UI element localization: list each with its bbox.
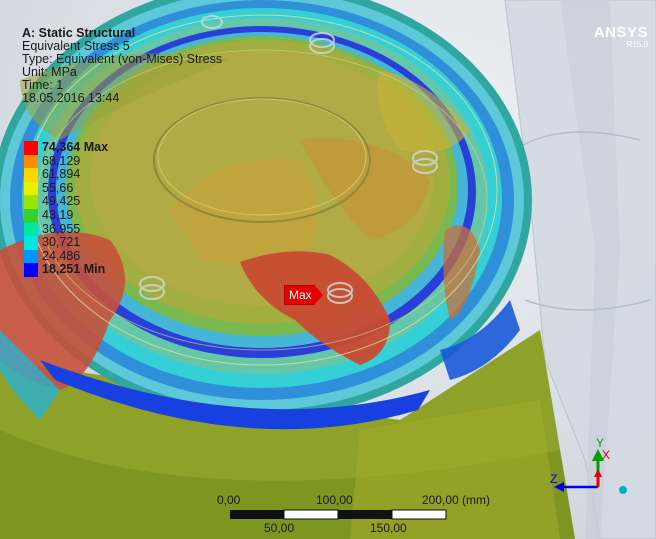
scale-label-50: 50,00 (264, 521, 295, 535)
legend-value: 24,486 (42, 248, 81, 263)
z-axis-label: Z (550, 472, 557, 486)
legend-swatch (24, 168, 38, 182)
scale-label-0: 0,00 (217, 493, 241, 507)
legend-value: 55,66 (42, 180, 74, 195)
origin-sphere (619, 486, 627, 494)
legend-swatch (24, 263, 38, 277)
x-axis-label: X (602, 448, 610, 462)
scale-label-150: 150,00 (370, 521, 407, 535)
stress-contours (0, 53, 480, 390)
y-axis-label: Y (596, 436, 604, 450)
x-axis-arrow (594, 469, 602, 477)
legend-value: 74,364 Max (42, 140, 109, 154)
scale-label-100: 100,00 (316, 493, 353, 507)
result-unit: Unit: MPa (22, 65, 77, 79)
scale-label-200: 200,00 (mm) (422, 493, 491, 507)
legend-value: 61,894 (42, 167, 81, 182)
brand-name: ANSYS (593, 24, 648, 41)
analysis-system: A: Static Structural (22, 26, 136, 40)
legend-value: 30,721 (42, 235, 81, 250)
ansys-logo: ANSYS R15.0 (594, 24, 648, 49)
housing-part (504, 0, 656, 539)
legend-swatch (24, 208, 38, 223)
legend-value: 43,19 (42, 207, 74, 222)
max-probe-text: Max (284, 285, 315, 305)
result-date: 18.05.2016 13:44 (22, 91, 120, 105)
z-axis-arrow (554, 482, 564, 492)
legend-value: 18,251 Min (42, 262, 106, 277)
legend-swatch (24, 236, 38, 250)
max-probe-label[interactable]: Max (284, 285, 323, 305)
legend-swatch (24, 222, 38, 237)
legend-value: 68,129 (42, 153, 81, 168)
y-axis-arrow (592, 449, 604, 461)
legend-swatch (24, 141, 38, 155)
result-type: Type: Equivalent (von-Mises) Stress (22, 52, 223, 66)
bolt-holes (139, 15, 438, 304)
legend-swatch (24, 195, 38, 209)
legend-swatch (24, 249, 38, 264)
scale-bar (230, 509, 447, 520)
result-info: A: Static Structural Equivalent Stress 5… (22, 27, 222, 105)
legend-swatch (24, 154, 38, 169)
result-name: Equivalent Stress 5 (22, 39, 130, 53)
legend-value: 49,425 (42, 194, 81, 209)
lower-rim (0, 300, 520, 430)
coordinate-triad[interactable]: Y X Z (548, 435, 638, 505)
result-time: Time: 1 (22, 78, 64, 92)
brand-version: R15.0 (626, 40, 648, 49)
legend-value: 36,955 (42, 221, 81, 236)
max-probe-arrow (314, 286, 323, 304)
legend-swatch (24, 181, 38, 196)
